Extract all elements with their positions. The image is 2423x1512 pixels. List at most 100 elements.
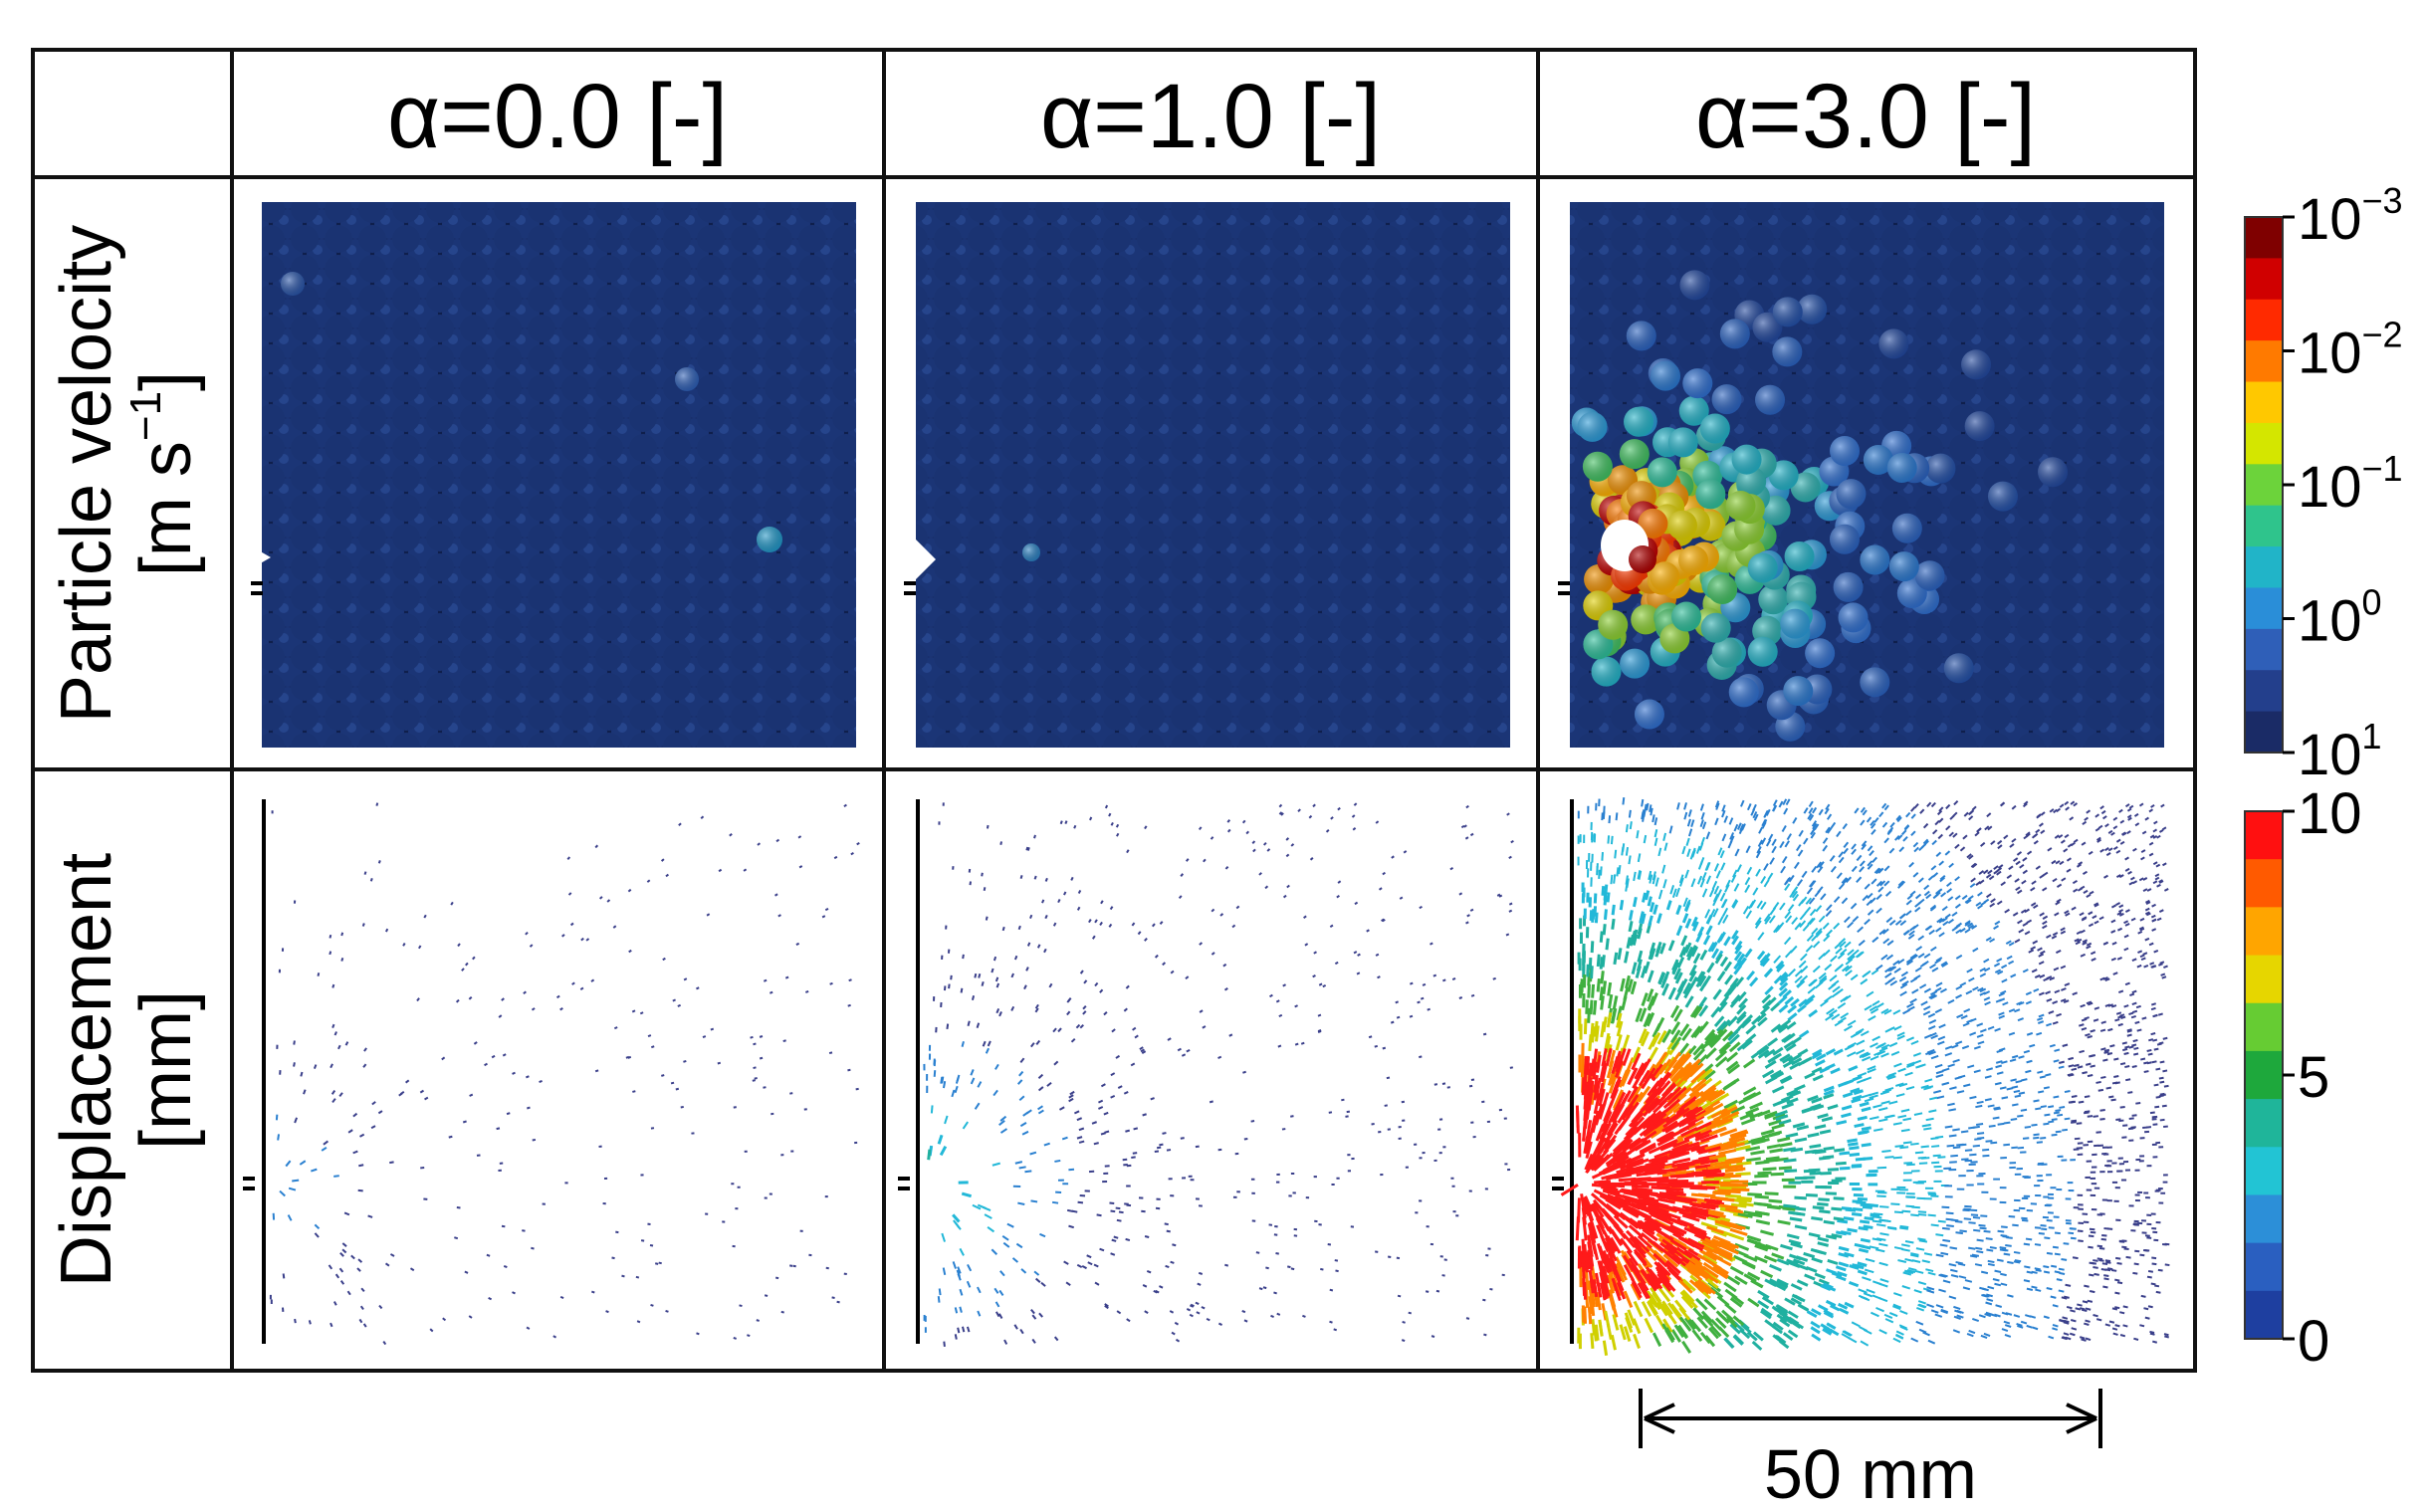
displacement-vector (1941, 1205, 1950, 1209)
displacement-vector (1724, 973, 1734, 985)
displacement-vector (1206, 1317, 1211, 1322)
displacement-vector (1866, 899, 1873, 907)
displacement-vector (1699, 878, 1705, 888)
displacement-vector (1825, 1063, 1836, 1071)
displacement-vector (1870, 1213, 1880, 1218)
displacement-vector (1938, 1023, 1946, 1029)
displacement-vector (1746, 1271, 1761, 1281)
displacement-vector (1631, 1164, 1650, 1173)
displacement-vector (1697, 996, 1708, 1009)
displacement-vector (1897, 1114, 1907, 1119)
displacement-vector (1594, 912, 1599, 924)
displacement-vector (2048, 1120, 2055, 1124)
displacement-vector (1740, 799, 1745, 807)
displacement-vector (1752, 811, 1758, 819)
displacement-vector (1700, 836, 1706, 845)
displacement-vector (1312, 974, 1316, 978)
displacement-vector (1656, 1261, 1671, 1277)
displacement-vector (1506, 812, 1510, 816)
displacement-vector (1273, 1291, 1277, 1295)
displacement-vector (2098, 1259, 2104, 1262)
displacement-vector (1657, 972, 1666, 985)
displacement-vector (1863, 1224, 1873, 1229)
displacement-vector (1786, 1258, 1799, 1266)
displacement-vector (2025, 1069, 2032, 1074)
displacement-vector (1775, 1114, 1789, 1122)
displacement-vector (367, 1214, 373, 1218)
displacement-vector (2050, 1295, 2057, 1299)
displacement-vector (1724, 1157, 1743, 1164)
displacement-vector (2066, 868, 2072, 873)
displacement-vector (1726, 1317, 1738, 1329)
displacement-vector (2128, 1045, 2134, 1049)
displacement-vector (1903, 824, 1910, 831)
displacement-vector (2115, 874, 2121, 879)
displacement-vector (1941, 962, 1949, 968)
displacement-vector (1946, 888, 1953, 894)
particle-shading (1747, 636, 1778, 667)
displacement-vector (1878, 1242, 1888, 1247)
displacement-vector (1809, 1172, 1822, 1176)
displacement-vector (1592, 1198, 1612, 1220)
displacement-vector (1111, 1238, 1117, 1242)
displacement-vector (994, 1301, 1000, 1308)
displacement-vector (1720, 862, 1726, 871)
displacement-vector (1882, 938, 1890, 945)
displacement-vector (1199, 1009, 1204, 1013)
displacement-vector (1760, 1229, 1774, 1236)
displacement-vector (2028, 949, 2035, 954)
displacement-vector (1779, 976, 1789, 986)
particle-shading (1582, 451, 1613, 482)
displacement-vector (1325, 829, 1330, 833)
displacement-vector (1886, 1026, 1895, 1032)
displacement-vector (2152, 1038, 2158, 1042)
displacement-vector (1626, 937, 1632, 949)
displacement-vector (1116, 832, 1120, 837)
displacement-vector (1595, 1154, 1611, 1169)
displacement-vector (1688, 1279, 1705, 1294)
displacement-vector (2084, 816, 2090, 821)
displacement-vector (1913, 846, 1919, 853)
displacement-vector (1926, 801, 1932, 807)
displacement-vector (2077, 1303, 2083, 1307)
displacement-vector (1093, 1263, 1099, 1268)
displacement-panels (243, 796, 2170, 1356)
displacement-vector (1754, 917, 1762, 926)
displacement-vector (2123, 947, 2129, 952)
displacement-vector (1033, 1270, 1040, 1276)
displacement-vector (1803, 1169, 1816, 1174)
displacement-vector (330, 1322, 333, 1328)
displacement-vector (1915, 1320, 1924, 1326)
displacement-vector (2043, 1265, 2050, 1269)
displacement-vector (2004, 1324, 2012, 1328)
displacement-vector (1063, 891, 1067, 896)
displacement-vector (1969, 883, 1976, 889)
displacement-vector (1115, 823, 1120, 828)
displacement-vector (1776, 963, 1785, 972)
displacement-vector (1058, 1106, 1065, 1111)
displacement-vector (1098, 1106, 1104, 1110)
displacement-vector (1811, 865, 1818, 873)
displacement-vector (1384, 1104, 1388, 1107)
displacement-vector (1741, 1260, 1756, 1270)
displacement-vector (1733, 1254, 1748, 1264)
displacement-vector (294, 1117, 299, 1124)
displacement-vector (441, 1056, 446, 1061)
displacement-vector (1712, 897, 1718, 907)
displacement-vector (1605, 938, 1610, 951)
displacement-vector (1831, 1206, 1843, 1211)
displacement-vector (1590, 941, 1595, 954)
displacement-vector (1133, 1127, 1139, 1131)
displacement-vector (1700, 1310, 1713, 1323)
displacement-vector (1779, 840, 1785, 849)
displacement-vector (2020, 909, 2027, 914)
displacement-vector (1689, 1110, 1707, 1122)
displacement-vector (2104, 1323, 2111, 1327)
displacement-vector (2135, 1004, 2141, 1009)
displacement-vector (496, 1127, 501, 1131)
displacement-vector (1759, 1005, 1771, 1015)
displacement-vector (1778, 972, 1788, 981)
displacement-vector (2071, 1095, 2078, 1098)
displacement-vector (1901, 1209, 1911, 1213)
displacement-vector (1738, 1201, 1754, 1207)
